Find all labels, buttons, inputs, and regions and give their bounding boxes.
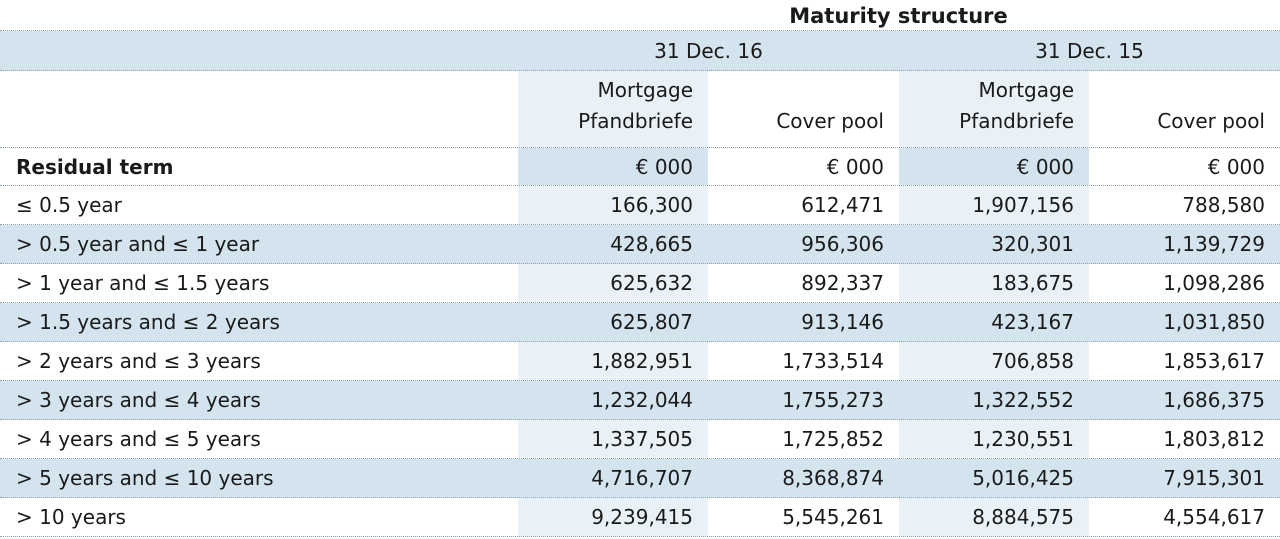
cover-2016-cell: 8,368,874 [782, 466, 884, 490]
table-row: > 1.5 years and ≤ 2 years 625,807 913,146 4… [0, 303, 1280, 342]
mortgage-2015-cell: 1,907,156 [899, 186, 1089, 224]
date-header-row: 31 Dec. 16 31 Dec. 15 [0, 31, 1280, 71]
residual-term-cell: > 1 year and ≤ 1.5 years [16, 271, 270, 295]
column-header-mortgage-line1: Mortgage [597, 78, 693, 102]
unit-cell: € 000 [518, 148, 708, 185]
mortgage-2015-cell: 1,322,552 [972, 388, 1074, 412]
column-header-cover-label: Cover pool [776, 109, 884, 133]
mortgage-2016-cell: 4,716,707 [591, 466, 693, 490]
cover-2016-cell: 612,471 [801, 193, 884, 217]
cover-2016-cell: 1,733,514 [782, 349, 884, 373]
unit-cell: € 000 [1207, 154, 1265, 179]
table-title-row: Maturity structure [0, 0, 1280, 31]
unit-cell: € 000 [899, 148, 1089, 185]
table-row: > 2 years and ≤ 3 years 1,882,951 1,733,51… [0, 342, 1280, 381]
table-row: > 3 years and ≤ 4 years 1,232,044 1,755,27… [0, 381, 1280, 420]
mortgage-2015-cell: 183,675 [899, 264, 1089, 302]
mortgage-2015-cell: 423,167 [991, 310, 1074, 334]
mortgage-2015-cell: 706,858 [899, 342, 1089, 380]
mortgage-2015-cell: 1,230,551 [899, 420, 1089, 458]
column-header-mortgage-2015: Mortgage Pfandbriefe [899, 71, 1089, 147]
mortgage-2016-cell: 1,232,044 [591, 388, 693, 412]
unit-cell: € 000 [826, 154, 884, 179]
mortgage-2016-cell: 9,239,415 [518, 498, 708, 536]
cover-2015-cell: 1,803,812 [1163, 427, 1265, 451]
cover-2016-cell: 5,545,261 [782, 505, 884, 529]
column-header-cover-label: Cover pool [1157, 109, 1265, 133]
cover-2015-cell: 1,098,286 [1163, 271, 1265, 295]
mortgage-2015-cell: 8,884,575 [899, 498, 1089, 536]
mortgage-2016-cell: 166,300 [518, 186, 708, 224]
cover-2016-cell: 892,337 [801, 271, 884, 295]
column-header-blank [0, 71, 518, 147]
cover-2015-cell: 1,031,850 [1163, 310, 1265, 334]
mortgage-2016-cell: 1,882,951 [518, 342, 708, 380]
cover-2016-cell: 913,146 [801, 310, 884, 334]
table-row: > 10 years 9,239,415 5,545,261 8,884,575 4,5… [0, 498, 1280, 537]
column-header-mortgage-2016: Mortgage Pfandbriefe [518, 71, 708, 147]
mortgage-2016-cell: 428,665 [610, 232, 693, 256]
column-header-cover-2015: Cover pool [1089, 71, 1280, 147]
cover-2016-cell: 1,755,273 [782, 388, 884, 412]
table-body: ≤ 0.5 year 166,300 612,471 1,907,156 788,580… [0, 186, 1280, 537]
column-header-mortgage-line2: Pfandbriefe [959, 109, 1074, 133]
table-row: > 1 year and ≤ 1.5 years 625,632 892,337 18… [0, 264, 1280, 303]
cover-2016-cell: 956,306 [801, 232, 884, 256]
cover-2015-cell: 1,853,617 [1163, 349, 1265, 373]
cover-2015-cell: 7,915,301 [1163, 466, 1265, 490]
cover-2016-cell: 1,725,852 [782, 427, 884, 451]
date-header-2015: 31 Dec. 15 [1035, 39, 1144, 63]
residual-term-cell: > 10 years [16, 505, 126, 529]
column-header-cover-2016: Cover pool [708, 71, 899, 147]
mortgage-2016-cell: 1,337,505 [518, 420, 708, 458]
cover-2015-cell: 4,554,617 [1163, 505, 1265, 529]
column-header-mortgage-line2: Pfandbriefe [578, 109, 693, 133]
residual-term-cell: ≤ 0.5 year [16, 193, 122, 217]
table-title: Maturity structure [789, 3, 1008, 28]
residual-term-cell: > 2 years and ≤ 3 years [16, 349, 261, 373]
column-header-mortgage-line1: Mortgage [978, 78, 1074, 102]
column-header-row: Mortgage Pfandbriefe Cover pool Mortgage… [0, 71, 1280, 148]
table-row: > 4 years and ≤ 5 years 1,337,505 1,725,85… [0, 420, 1280, 459]
unit-row: Residual term € 000 € 000 € 000 € 000 [0, 148, 1280, 186]
residual-term-label: Residual term [16, 154, 174, 179]
mortgage-2016-cell: 625,807 [610, 310, 693, 334]
table-row: > 0.5 year and ≤ 1 year 428,665 956,306 320… [0, 225, 1280, 264]
table-row: > 5 years and ≤ 10 years 4,716,707 8,368,8… [0, 459, 1280, 498]
cover-2015-cell: 1,686,375 [1163, 388, 1265, 412]
residual-term-cell: > 1.5 years and ≤ 2 years [16, 310, 280, 334]
mortgage-2016-cell: 625,632 [518, 264, 708, 302]
cover-2015-cell: 1,139,729 [1163, 232, 1265, 256]
table-row: ≤ 0.5 year 166,300 612,471 1,907,156 788,580 [0, 186, 1280, 225]
mortgage-2015-cell: 5,016,425 [972, 466, 1074, 490]
residual-term-cell: > 3 years and ≤ 4 years [16, 388, 261, 412]
residual-term-cell: > 4 years and ≤ 5 years [16, 427, 261, 451]
residual-term-cell: > 0.5 year and ≤ 1 year [16, 232, 260, 256]
mortgage-2015-cell: 320,301 [991, 232, 1074, 256]
date-header-2016: 31 Dec. 16 [654, 39, 763, 63]
residual-term-cell: > 5 years and ≤ 10 years [16, 466, 274, 490]
cover-2015-cell: 788,580 [1182, 193, 1265, 217]
